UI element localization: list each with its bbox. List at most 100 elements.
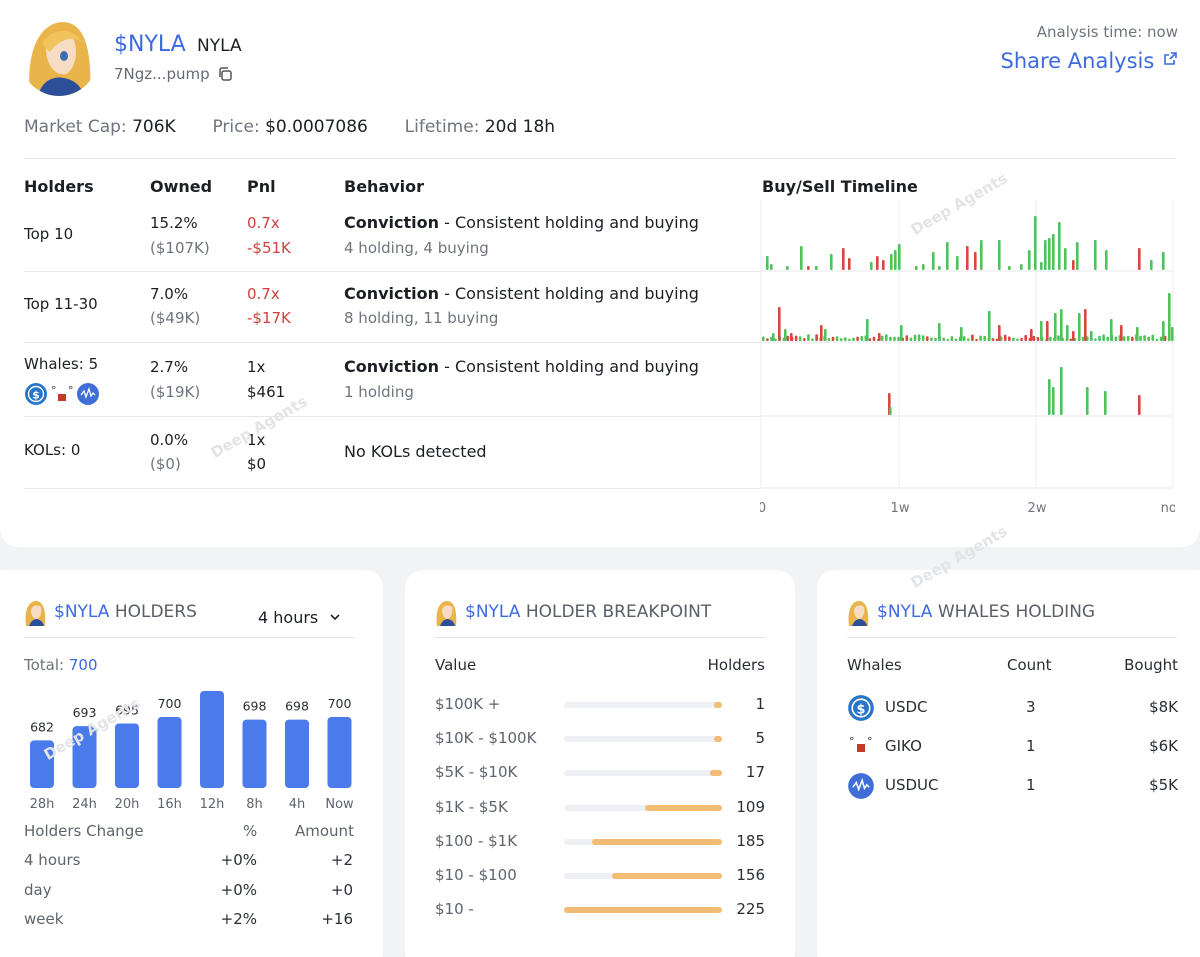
holders-card: $NYLA HOLDERS 4 hours Total: 700 682 28h 6… <box>0 570 383 957</box>
timeline-mark <box>885 334 888 341</box>
timeline-mark <box>934 337 937 341</box>
timeline-mark <box>960 327 963 341</box>
timeline-mark <box>770 264 773 270</box>
holders-bar-value: 693 <box>73 705 97 720</box>
timeline-mark <box>815 334 818 341</box>
whale-count: 1 <box>1026 776 1036 794</box>
timeline-mark <box>1040 321 1043 341</box>
timeline-mark <box>900 325 903 341</box>
whale-bought: $8K <box>1149 698 1178 716</box>
behavior-desc: - Consistent holding and buying <box>439 213 699 232</box>
timeline-mark <box>922 264 925 270</box>
timeline-mark <box>950 336 954 341</box>
price-value: $0.0007086 <box>265 117 368 137</box>
holders-bar-label: 4h <box>289 797 306 810</box>
timeline-mark <box>1012 337 1015 341</box>
timeline-mark <box>893 336 896 341</box>
timeline-mark <box>909 337 913 341</box>
timeline-mark <box>991 338 995 341</box>
timeline-mark <box>1008 266 1011 270</box>
card-title: $NYLA WHALES HOLDING <box>877 602 1095 622</box>
divider <box>435 637 765 638</box>
timeline-mark <box>1138 395 1141 415</box>
th-behavior: Behavior <box>344 177 425 196</box>
row-pnl-usd: -$51K <box>247 239 291 257</box>
holders-bar-value: 695 <box>115 703 139 718</box>
breakpoint-holders: 5 <box>755 729 765 748</box>
timeline-mark <box>954 338 958 341</box>
timeline-mark <box>1048 379 1051 415</box>
whales-header-count: Count <box>1007 656 1052 674</box>
period-dropdown-value[interactable]: 4 hours <box>258 608 319 627</box>
timeline-mark <box>894 250 897 270</box>
timeline-mark <box>876 256 879 270</box>
timeline-mark <box>1034 216 1037 270</box>
change-pct: +0% <box>220 880 257 899</box>
change-amount: +0 <box>330 880 353 899</box>
whale-count: 3 <box>1026 698 1036 716</box>
holders-bar-value: 700 <box>158 696 182 711</box>
behavior-detail: 1 holding <box>344 383 414 401</box>
row-holders: KOLs: 0 <box>24 441 81 459</box>
timeline-mark <box>870 262 873 270</box>
whales-header-name: Whales <box>847 656 902 674</box>
share-analysis-link[interactable]: Share Analysis <box>1001 49 1179 73</box>
timeline-mark <box>1044 240 1047 270</box>
whales-holding-card: $NYLA WHALES HOLDING Whales Count Bought… <box>817 570 1200 957</box>
external-link-icon[interactable] <box>1163 51 1178 66</box>
whale-count: 1 <box>1026 737 1036 755</box>
timeline-mark <box>1159 336 1163 341</box>
holders-bar-value: 698 <box>243 699 267 714</box>
holders-bar-value: 700 <box>328 696 352 711</box>
timeline-mark <box>938 266 941 270</box>
timeline-mark <box>1052 234 1055 270</box>
timeline-mark <box>1024 335 1027 341</box>
behavior-title: Conviction <box>344 284 440 303</box>
usduc-icon <box>77 383 99 405</box>
row-owned-pct: 2.7% <box>150 358 189 376</box>
timeline-mark <box>856 336 859 341</box>
breakpoint-holders: 185 <box>736 831 765 850</box>
timeline-mark <box>844 337 847 341</box>
timeline-x-tick: 2w <box>1028 501 1047 516</box>
svg-text:°: ° <box>51 384 57 397</box>
breakpoint-range: $5K - $10K <box>435 763 518 782</box>
timeline-x-tick: 0 <box>760 501 766 516</box>
change-header-pct: % <box>243 822 258 840</box>
timeline-mark <box>842 248 845 270</box>
price-label: Price: <box>212 117 260 137</box>
copy-icon[interactable] <box>217 66 233 82</box>
breakpoint-header-value: Value <box>435 656 477 674</box>
change-amount: +16 <box>321 910 353 928</box>
timeline-mark <box>866 319 869 341</box>
row-pnl-usd: $0 <box>247 455 267 473</box>
timeline-mark <box>1076 242 1079 270</box>
timeline-mark <box>1162 321 1165 341</box>
breakpoint-range: $10K - $100K <box>435 729 537 748</box>
timeline-mark <box>1078 313 1081 341</box>
whale-name: GIKO <box>885 737 922 755</box>
timeline-mark <box>1028 250 1031 270</box>
timeline-mark <box>890 254 893 270</box>
chevron-down-icon[interactable] <box>329 611 341 623</box>
timeline-mark <box>1032 335 1036 341</box>
row-behavior: Conviction - Consistent holding and buyi… <box>344 282 699 306</box>
timeline-mark <box>1151 334 1155 341</box>
timeline-mark <box>956 256 959 270</box>
share-analysis-label[interactable]: Share Analysis <box>1000 49 1155 73</box>
timeline-mark <box>932 252 935 270</box>
token-name: NYLA <box>197 36 242 56</box>
timeline-mark <box>807 334 810 341</box>
timeline-mark <box>1147 336 1150 341</box>
row-pnl-x: 1x <box>247 431 266 449</box>
breakpoint-holders: 1 <box>755 695 765 713</box>
token-avatar <box>20 18 98 96</box>
timeline-mark <box>1104 391 1107 415</box>
timeline-mark <box>1016 338 1019 341</box>
change-header-amount: Amount <box>295 822 354 840</box>
timeline-mark <box>889 336 892 341</box>
timeline-mark <box>1040 262 1043 270</box>
timeline-mark <box>1052 387 1055 415</box>
timeline-mark <box>1020 337 1023 341</box>
period-dropdown[interactable]: 4 hours <box>258 608 341 627</box>
